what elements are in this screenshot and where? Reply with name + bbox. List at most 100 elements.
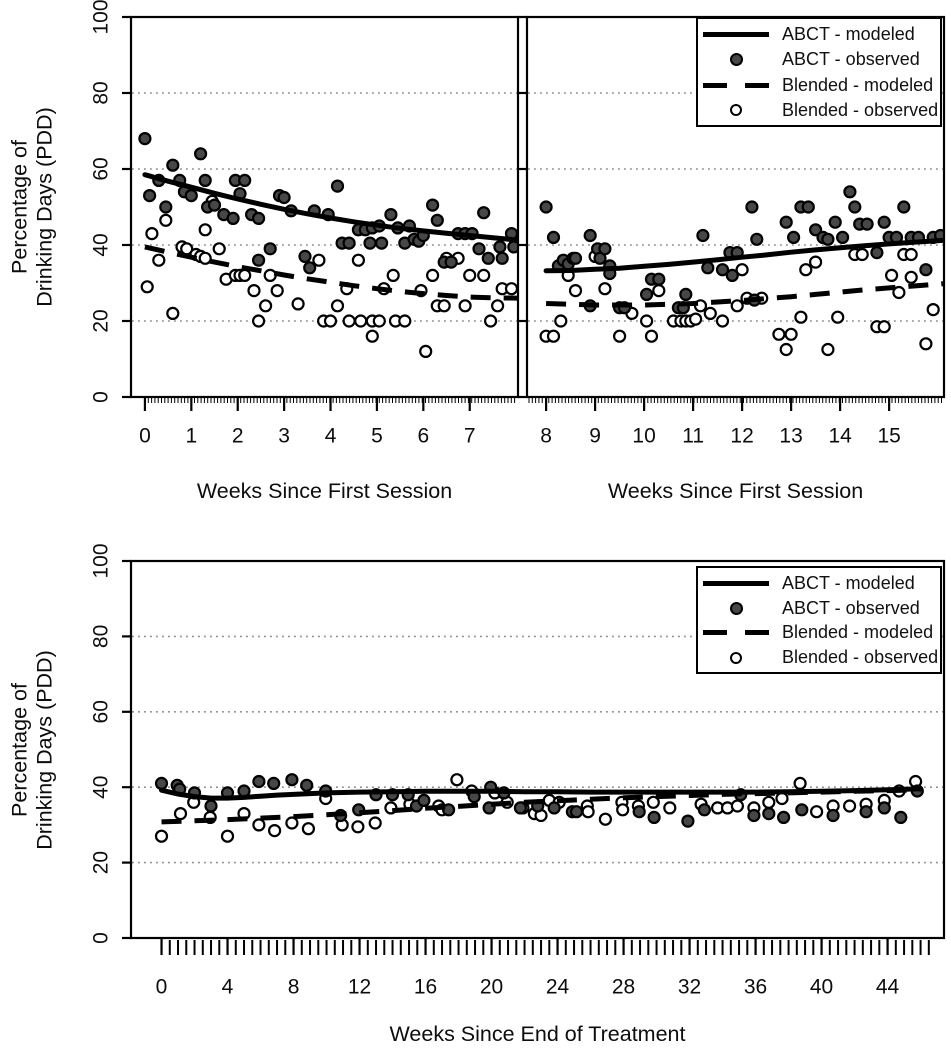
data-point [904, 247, 918, 262]
data-point [458, 299, 472, 313]
data-point [291, 297, 305, 311]
data-point [301, 822, 315, 836]
data-point [715, 314, 730, 328]
data-point [351, 820, 365, 834]
data-point [204, 799, 218, 813]
x-tick-label: 24 [546, 976, 570, 999]
y-tick-label: 80 [90, 625, 113, 648]
series-group [154, 773, 924, 843]
data-point [583, 228, 597, 243]
data-point [207, 198, 222, 212]
x-tick-label: 36 [744, 976, 767, 999]
data-point [342, 314, 356, 328]
data-point [372, 314, 386, 328]
data-point [419, 344, 433, 358]
data-point [904, 270, 918, 284]
data-point [143, 189, 157, 203]
x-tick-label: 3 [278, 425, 290, 448]
legend-label: ABCT - observed [782, 597, 920, 618]
data-point [855, 247, 869, 262]
legend-label: ABCT - modeled [782, 24, 915, 45]
x-tick-label: 5 [371, 425, 383, 448]
data-point [450, 773, 464, 787]
data-point [697, 803, 712, 817]
series-abct-modeled-line [543, 237, 943, 274]
data-point [426, 268, 440, 282]
data-point [794, 310, 808, 324]
y-tick-label: 100 [90, 543, 113, 578]
x-tick-label: 9 [589, 425, 601, 448]
data-point [696, 228, 710, 243]
data-point [809, 805, 824, 819]
data-point [159, 200, 173, 214]
data-point [679, 287, 693, 301]
data-point [681, 814, 695, 828]
data-point [198, 223, 212, 237]
data-point [166, 306, 180, 320]
x-tick-label: 4 [325, 425, 337, 448]
data-point [546, 230, 561, 244]
data-point [779, 342, 793, 357]
data-point [365, 329, 379, 343]
data-point [375, 236, 389, 250]
x-tick-label: 8 [288, 976, 300, 999]
data-point [730, 799, 745, 813]
data-point [826, 808, 840, 823]
data-point [184, 189, 198, 203]
data-point [238, 268, 252, 282]
legend-item-blended-modeled: Blended - modeled [698, 73, 940, 98]
data-point [842, 799, 857, 813]
data-point [801, 200, 815, 214]
y-tick-label: 60 [90, 157, 113, 180]
data-point [212, 242, 226, 256]
data-point [859, 805, 873, 819]
data-point [581, 805, 595, 819]
legend-label: ABCT - observed [782, 49, 920, 70]
y-tick-label: 60 [90, 700, 113, 723]
data-point [252, 818, 266, 832]
data-point [252, 314, 266, 328]
data-point [735, 263, 749, 277]
data-point [495, 251, 509, 265]
data-point [354, 314, 368, 328]
data-point [220, 829, 235, 843]
data-point [598, 812, 613, 826]
data-point [330, 179, 345, 193]
y-tick-label: 0 [90, 932, 113, 944]
x-tick-label: 40 [810, 976, 833, 999]
data-point [808, 255, 823, 269]
data-point [277, 190, 291, 205]
data-point [159, 213, 173, 227]
data-point [312, 253, 326, 267]
x-tick-label: 0 [139, 425, 151, 448]
data-point [701, 261, 715, 275]
y-tick-label: 20 [90, 309, 113, 332]
series-abct-modeled-line [142, 172, 517, 243]
data-point [703, 306, 717, 320]
y-tick-label: 20 [90, 851, 113, 874]
legend-label: Blended - modeled [782, 622, 934, 643]
y-tick-label: 80 [90, 81, 113, 104]
data-point [154, 776, 169, 791]
data-point [877, 215, 891, 229]
data-point [779, 215, 793, 229]
data-point [252, 774, 266, 789]
data-point [477, 206, 491, 220]
series-group [539, 185, 943, 357]
data-point [238, 173, 252, 187]
y-axis-title-bottom: Percentage of Drinking Days (PDD) [7, 650, 57, 850]
x-tick-label: 0 [156, 976, 168, 999]
data-point [268, 823, 282, 838]
data-point [145, 227, 159, 241]
legend-item-abct-modeled: ABCT - modeled [698, 22, 940, 47]
data-point [877, 320, 891, 334]
data-point [775, 791, 789, 806]
data-point [926, 303, 940, 317]
y-tick-label: 0 [90, 391, 113, 403]
x-tick-label: 32 [678, 976, 701, 999]
data-point [892, 285, 906, 300]
x-tick-label: 6 [417, 425, 429, 448]
data-point [226, 211, 240, 225]
data-point [504, 282, 517, 296]
data-point [598, 282, 612, 296]
